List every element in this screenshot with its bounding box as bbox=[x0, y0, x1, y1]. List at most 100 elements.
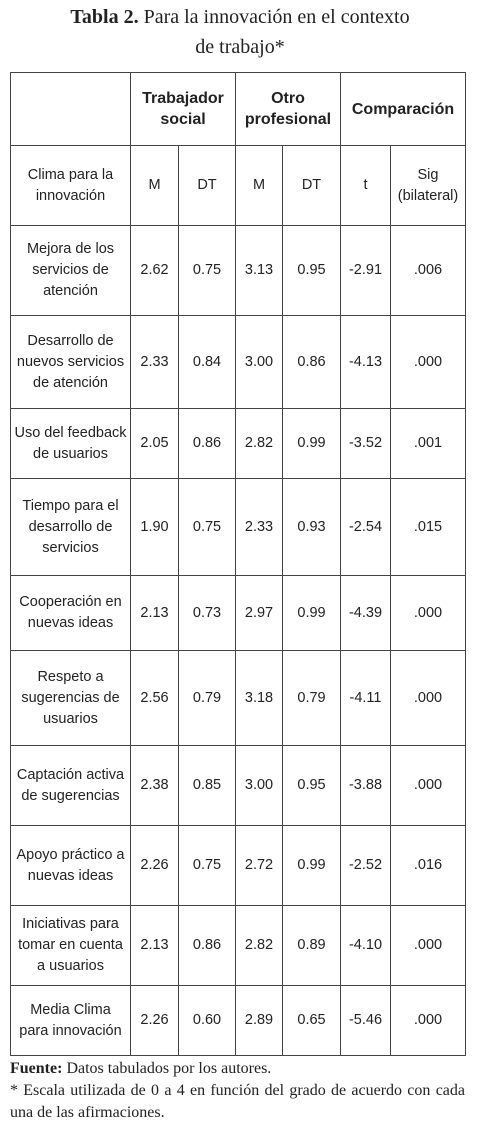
table-cell: -3.52 bbox=[340, 408, 391, 479]
table-cell: 0.65 bbox=[282, 985, 341, 1056]
table-cell: .001 bbox=[390, 408, 466, 479]
table-row: Desarrollo de nuevos servicios de atenci… bbox=[10, 315, 466, 409]
table-cell: 2.13 bbox=[130, 575, 179, 651]
table-cell: 2.56 bbox=[130, 650, 179, 746]
table-cell: 2.33 bbox=[130, 315, 179, 409]
table-cell: .015 bbox=[390, 478, 466, 576]
table-cell: 0.86 bbox=[282, 315, 341, 409]
row-label: Iniciativas para tomar en cuenta a usuar… bbox=[10, 905, 131, 986]
table-cell: 0.79 bbox=[178, 650, 236, 746]
table-cell: -5.46 bbox=[340, 985, 391, 1056]
source-text: Datos tabulados por los autores. bbox=[66, 1060, 272, 1077]
table-cell: .000 bbox=[390, 650, 466, 746]
table-cell: 0.99 bbox=[282, 575, 341, 651]
table-cell: 0.73 bbox=[178, 575, 236, 651]
table-cell: 1.90 bbox=[130, 478, 179, 576]
table-cell: 2.89 bbox=[235, 985, 283, 1056]
row-label: Apoyo práctico a nuevas ideas bbox=[10, 825, 131, 906]
table-cell: 0.95 bbox=[282, 225, 341, 316]
row-label: Uso del feedback de usuarios bbox=[10, 408, 131, 479]
group-header: Comparación bbox=[340, 72, 466, 146]
row-label: Mejora de los servicios de atención bbox=[10, 225, 131, 316]
table-row: Captación activa de sugerencias 2.38 0.85 3… bbox=[10, 745, 466, 826]
table-cell: 0.85 bbox=[178, 745, 236, 826]
table-cell: 3.18 bbox=[235, 650, 283, 746]
table-cell: .000 bbox=[390, 745, 466, 826]
column-header: DT bbox=[178, 145, 236, 226]
table-cell: 3.13 bbox=[235, 225, 283, 316]
table-cell: -2.54 bbox=[340, 478, 391, 576]
table-cell: 0.84 bbox=[178, 315, 236, 409]
table-cell: 2.38 bbox=[130, 745, 179, 826]
table-cell: 0.86 bbox=[178, 905, 236, 986]
row-label: Cooperación en nuevas ideas bbox=[10, 575, 131, 651]
table-cell: .000 bbox=[390, 575, 466, 651]
table-cell: 0.75 bbox=[178, 825, 236, 906]
table-cell: 3.00 bbox=[235, 745, 283, 826]
group-header: Otro profesional bbox=[235, 72, 341, 146]
column-header-row: Clima para la innovación M DT M DT t Sig (bila… bbox=[10, 145, 466, 226]
empty-cell bbox=[10, 72, 131, 146]
table-cell: 0.86 bbox=[178, 408, 236, 479]
table-cell: 0.79 bbox=[282, 650, 341, 746]
table-row: Media Clima para innovación 2.26 0.60 2.89 0… bbox=[10, 985, 466, 1056]
table-row: Tiempo para el desarrollo de servicios 1.… bbox=[10, 478, 466, 576]
table-body: Trabajador social Otro profesional Compara… bbox=[10, 72, 466, 1056]
table-cell: 2.13 bbox=[130, 905, 179, 986]
group-header-row: Trabajador social Otro profesional Compara… bbox=[10, 72, 466, 146]
table-row: Mejora de los servicios de atención 2.62 0… bbox=[10, 225, 466, 316]
row-label: Desarrollo de nuevos servicios de atenci… bbox=[10, 315, 131, 409]
column-header: Sig (bilateral) bbox=[390, 145, 466, 226]
table-cell: .000 bbox=[390, 315, 466, 409]
table-row: Respeto a sugerencias de usuarios 2.56 0.7… bbox=[10, 650, 466, 746]
table-cell: 0.93 bbox=[282, 478, 341, 576]
row-label: Media Clima para innovación bbox=[10, 985, 131, 1056]
table-cell: -4.10 bbox=[340, 905, 391, 986]
caption-text: Para la innovación en el contexto de tra… bbox=[143, 6, 410, 58]
row-label: Tiempo para el desarrollo de servicios bbox=[10, 478, 131, 576]
table-cell: 0.95 bbox=[282, 745, 341, 826]
note: * Escala utilizada de 0 a 4 en función d… bbox=[10, 1082, 465, 1121]
table-cell: .006 bbox=[390, 225, 466, 316]
table-cell: 2.82 bbox=[235, 408, 283, 479]
table-cell: -4.39 bbox=[340, 575, 391, 651]
table-cell: 2.82 bbox=[235, 905, 283, 986]
table-cell: 2.05 bbox=[130, 408, 179, 479]
table-cell: .000 bbox=[390, 905, 466, 986]
column-header: M bbox=[235, 145, 283, 226]
table-cell: 2.33 bbox=[235, 478, 283, 576]
table-cell: -4.13 bbox=[340, 315, 391, 409]
table-cell: -2.52 bbox=[340, 825, 391, 906]
table-cell: 0.60 bbox=[178, 985, 236, 1056]
table-cell: -4.11 bbox=[340, 650, 391, 746]
group-header: Trabajador social bbox=[130, 72, 236, 146]
table-cell: 2.62 bbox=[130, 225, 179, 316]
table-row: Uso del feedback de usuarios 2.05 0.86 2.82… bbox=[10, 408, 466, 479]
source-label: Fuente: bbox=[10, 1060, 63, 1077]
row-label: Respeto a sugerencias de usuarios bbox=[10, 650, 131, 746]
caption-label: Tabla 2. bbox=[70, 6, 139, 28]
footer: Fuente: Datos tabulados por los autores.… bbox=[10, 1058, 465, 1124]
table-cell: 2.26 bbox=[130, 825, 179, 906]
table-row: Iniciativas para tomar en cuenta a usuar… bbox=[10, 905, 466, 986]
table-cell: 3.00 bbox=[235, 315, 283, 409]
table-cell: 0.75 bbox=[178, 478, 236, 576]
table-row: Cooperación en nuevas ideas 2.13 0.73 2.97 0… bbox=[10, 575, 466, 651]
source: Fuente: Datos tabulados por los autores. bbox=[10, 1058, 465, 1080]
table-cell: 2.97 bbox=[235, 575, 283, 651]
table-cell: 0.75 bbox=[178, 225, 236, 316]
table-row: Apoyo práctico a nuevas ideas 2.26 0.75 2.7… bbox=[10, 825, 466, 906]
data-table: Trabajador social Otro profesional Compara… bbox=[10, 72, 466, 1056]
table-cell: .000 bbox=[390, 985, 466, 1056]
table-cell: 0.99 bbox=[282, 825, 341, 906]
column-header: Clima para la innovación bbox=[10, 145, 131, 226]
table-cell: -2.91 bbox=[340, 225, 391, 316]
table-cell: 0.89 bbox=[282, 905, 341, 986]
column-header: DT bbox=[282, 145, 341, 226]
row-label: Captación activa de sugerencias bbox=[10, 745, 131, 826]
column-header: M bbox=[130, 145, 179, 226]
table-caption: Tabla 2. Para la innovación en el contex… bbox=[60, 2, 420, 62]
column-header: t bbox=[340, 145, 391, 226]
table-cell: 2.26 bbox=[130, 985, 179, 1056]
table-cell: 2.72 bbox=[235, 825, 283, 906]
